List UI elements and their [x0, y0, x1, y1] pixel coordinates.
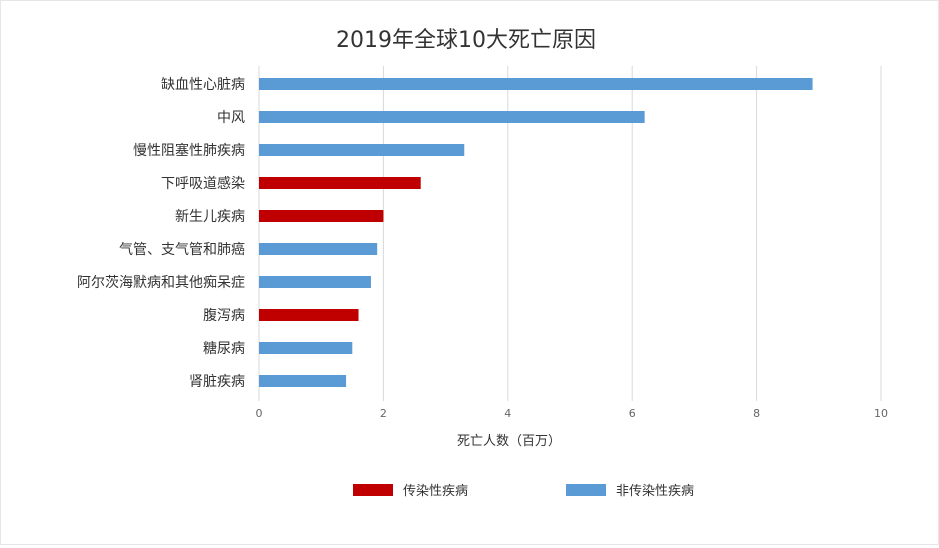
bars [259, 78, 813, 387]
category-label: 慢性阻塞性肺疾病 [133, 142, 245, 159]
x-tick-label: 6 [629, 407, 636, 420]
x-tick-label: 0 [256, 407, 263, 420]
legend-swatch [353, 484, 393, 496]
bar [259, 111, 645, 123]
category-labels: 缺血性心脏病中风慢性阻塞性肺疾病下呼吸道感染新生儿疾病气管、支气管和肺癌阿尔茨海… [77, 77, 245, 390]
x-tick-label: 4 [504, 407, 511, 420]
bar [259, 342, 353, 354]
x-axis-label: 死亡人数（百万） [457, 434, 561, 449]
bar [259, 210, 384, 222]
category-label: 阿尔茨海默病和其他痴呆症 [77, 275, 245, 291]
x-tick-label: 10 [874, 407, 888, 420]
x-tick-label: 2 [380, 407, 387, 420]
category-label: 糖尿病 [203, 341, 245, 357]
category-label: 缺血性心脏病 [161, 77, 245, 93]
category-label: 腹泻病 [203, 307, 245, 324]
chart-title: 2019年全球10大死亡原因 [336, 28, 596, 53]
bar [259, 276, 371, 288]
legend-label: 传染性疾病 [403, 484, 468, 499]
bar [259, 78, 813, 90]
bar [259, 375, 347, 387]
category-label: 气管、支气管和肺癌 [119, 242, 245, 258]
x-tick-label: 8 [753, 407, 760, 420]
category-label: 下呼吸道感染 [161, 175, 245, 192]
category-label: 中风 [217, 110, 245, 126]
legend-label: 非传染性疾病 [616, 484, 694, 499]
x-tick-labels: 0 2 4 6 8 10 [256, 407, 889, 420]
category-label: 新生儿疾病 [175, 209, 245, 225]
legend-swatch [566, 484, 606, 496]
category-label: 肾脏疾病 [189, 374, 245, 390]
bar [259, 144, 465, 156]
bar [259, 177, 421, 189]
bar [259, 243, 378, 255]
bar [259, 309, 359, 321]
legend: 传染性疾病 非传染性疾病 [353, 484, 694, 499]
